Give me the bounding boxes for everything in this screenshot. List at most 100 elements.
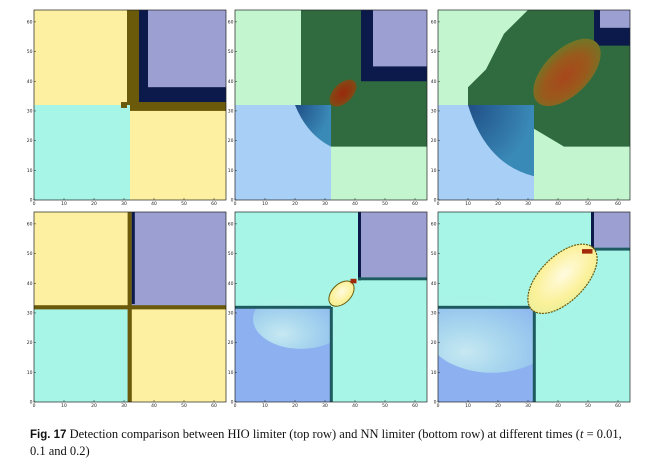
- x-tick-label: 60: [412, 403, 418, 409]
- y-tick-label: 0: [30, 198, 33, 204]
- region-upper-left: [34, 212, 130, 307]
- x-tick-label: 60: [615, 403, 621, 409]
- y-tick-label: 40: [431, 281, 437, 287]
- x-tick-label: 20: [91, 403, 97, 409]
- y-tick-label: 20: [431, 138, 437, 144]
- y-tick-label: 10: [431, 168, 437, 174]
- figure-caption: Fig. 17 Detection comparison between HIO…: [30, 426, 640, 459]
- x-tick-label: 20: [495, 201, 501, 207]
- y-tick-label: 30: [431, 109, 437, 115]
- detected-cell: [350, 278, 357, 284]
- y-tick-label: 0: [434, 198, 437, 204]
- x-tick-label: 50: [585, 201, 591, 207]
- y-tick-label: 30: [431, 311, 437, 317]
- y-tick-label: 30: [27, 109, 33, 115]
- x-tick-label: 40: [352, 403, 358, 409]
- x-tick-label: 40: [352, 201, 358, 207]
- x-tick-label: 40: [555, 201, 561, 207]
- y-tick-label: 50: [27, 49, 33, 55]
- x-tick-label: 30: [121, 201, 127, 207]
- y-tick-label: 10: [27, 370, 33, 376]
- x-tick-label: 20: [292, 403, 298, 409]
- detected-cell: [582, 249, 593, 254]
- y-tick-label: 40: [228, 281, 234, 287]
- detected-line-horizontal: [438, 305, 534, 309]
- smooth-transition: [438, 288, 558, 373]
- x-tick-label: 20: [495, 403, 501, 409]
- x-tick-label: 0: [33, 201, 36, 207]
- vortex-blob: [527, 243, 598, 315]
- y-tick-label: 10: [228, 370, 234, 376]
- y-tick-label: 20: [228, 138, 234, 144]
- y-tick-label: 30: [228, 109, 234, 115]
- smooth-transition: [253, 288, 349, 349]
- figure-label: Fig. 17: [30, 429, 67, 441]
- y-tick-label: 10: [27, 168, 33, 174]
- x-tick-label: 10: [61, 403, 67, 409]
- x-tick-label: 60: [412, 201, 418, 207]
- axes-frame: [234, 211, 428, 403]
- x-tick-label: 0: [437, 201, 440, 207]
- region-lower-right: [130, 307, 226, 402]
- caption-text-post: = 0.01, 0.1 and 0.2): [30, 427, 622, 458]
- y-tick-label: 10: [228, 168, 234, 174]
- y-tick-label: 30: [228, 311, 234, 317]
- x-tick-label: 0: [234, 201, 237, 207]
- region-lower-left: [34, 105, 130, 200]
- y-tick-label: 50: [228, 251, 234, 257]
- x-tick-label: 30: [525, 403, 531, 409]
- x-tick-label: 10: [465, 201, 471, 207]
- y-tick-label: 20: [228, 340, 234, 346]
- y-tick-label: 60: [27, 19, 33, 25]
- detected-line-corner-h: [358, 277, 427, 281]
- detected-line-corner-h: [591, 247, 630, 251]
- detected-line-corner-v: [358, 212, 361, 281]
- y-tick-label: 20: [27, 340, 33, 346]
- heatmap-image: [438, 10, 630, 200]
- y-tick-label: 60: [27, 221, 33, 227]
- vortex-blob: [533, 38, 601, 107]
- x-tick-label: 0: [234, 403, 237, 409]
- y-tick-label: 0: [231, 400, 234, 406]
- x-tick-label: 0: [33, 403, 36, 409]
- region-lower-right: [130, 105, 226, 200]
- x-tick-label: 10: [465, 403, 471, 409]
- rarefaction-wave: [295, 105, 331, 147]
- y-tick-label: 0: [434, 400, 437, 406]
- x-tick-label: 50: [181, 403, 187, 409]
- y-tick-label: 30: [27, 311, 33, 317]
- detected-cells-horizontal: [130, 102, 226, 111]
- x-tick-label: 30: [322, 201, 328, 207]
- heatmap-image: [438, 212, 630, 402]
- y-tick-label: 60: [431, 19, 437, 25]
- axes-frame: [437, 211, 631, 403]
- x-tick-label: 10: [262, 403, 268, 409]
- detected-line-corner-v: [591, 212, 594, 251]
- figure-panels: 0 0 10 10 20 20 30 30 40 40 50 50 60 60 0 0 10 10 20 20 30 30…: [27, 9, 631, 409]
- detected-line-horizontal: [34, 305, 226, 310]
- x-tick-label: 30: [525, 201, 531, 207]
- y-tick-label: 50: [27, 251, 33, 257]
- detected-line-vertical: [329, 307, 333, 402]
- detected-cell: [121, 102, 127, 108]
- x-tick-label: 20: [292, 201, 298, 207]
- y-tick-label: 50: [228, 49, 234, 55]
- heatmap-image: [235, 212, 427, 402]
- region-upper-right-inner: [373, 10, 427, 67]
- axes-frame: [33, 211, 227, 403]
- y-tick-label: 50: [431, 251, 437, 257]
- y-tick-label: 40: [27, 79, 33, 85]
- vortex-blob: [329, 79, 357, 107]
- heatmap-image: [34, 212, 226, 402]
- axes-frame: [33, 9, 227, 201]
- region-lower-left: [34, 307, 130, 402]
- x-tick-label: 40: [151, 201, 157, 207]
- axes-frame: [234, 9, 428, 201]
- y-tick-label: 50: [431, 49, 437, 55]
- x-tick-label: 10: [61, 201, 67, 207]
- caption-t-symbol: t: [579, 427, 584, 441]
